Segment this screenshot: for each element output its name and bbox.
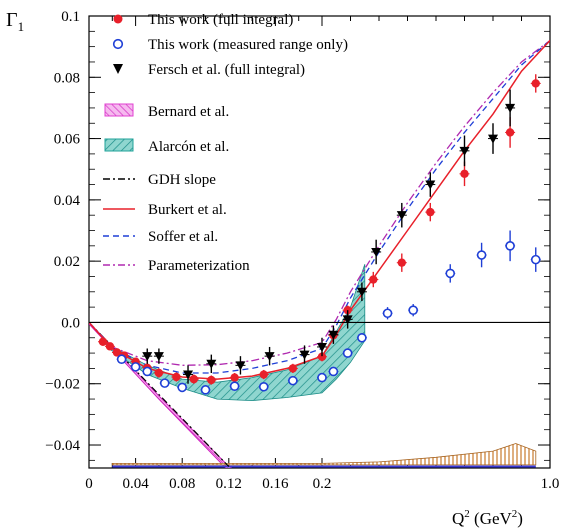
y-tick-label: 0.1 (61, 9, 80, 25)
legend-label: Fersch et al. (full integral) (148, 62, 305, 78)
axis-ticks: 0 0.04 0.08 0.12 0.16 0.2 1.0 0.1 0.08 0.06 0.04 0.… (45, 9, 559, 492)
point-this-work-measured (258, 381, 269, 392)
point-this-work-measured (357, 332, 367, 343)
y-tick-label: −0.02 (45, 377, 80, 393)
y-tick-label: 0.02 (54, 254, 80, 270)
point-fersch (299, 350, 310, 360)
point-this-work-measured (476, 250, 487, 260)
point-this-work-measured (142, 366, 153, 377)
parameterization-curve (89, 39, 550, 366)
point-this-work-full (369, 275, 378, 284)
legend: This work (full integral) This work (meas… (103, 12, 348, 274)
x-axis-title: Q2 (GeV2) (452, 508, 523, 528)
point-this-work-full (154, 368, 164, 378)
point-this-work-measured (317, 372, 327, 383)
point-this-work-full (98, 337, 108, 346)
point-fersch (425, 180, 436, 190)
legend-label: This work (full integral) (148, 12, 293, 28)
point-this-work-measured (505, 241, 515, 251)
systematic-band (111, 443, 537, 466)
legend-label: Burkert et al. (148, 202, 227, 218)
point-this-work-full (531, 79, 540, 88)
y-tick-label: 0.06 (54, 132, 81, 148)
point-fersch (142, 352, 153, 362)
point-fersch (371, 247, 382, 257)
y-axis-symbol: Γ (6, 9, 18, 31)
y-axis-subscript: 1 (18, 19, 25, 34)
point-fersch (505, 103, 516, 113)
legend-label: Bernard et al. (148, 104, 229, 120)
point-fersch (488, 134, 498, 144)
y-tick-label: 0.0 (61, 315, 80, 331)
y-tick-label: −0.04 (45, 438, 80, 454)
point-this-work-measured (200, 385, 211, 395)
legend-symbol-band (104, 103, 134, 117)
point-this-work-full (112, 348, 122, 357)
x-tick-label: 0 (85, 476, 93, 492)
point-this-work-measured (159, 378, 170, 388)
data-points (97, 74, 541, 395)
point-this-work-measured (445, 268, 456, 279)
legend-label: GDH slope (148, 172, 216, 188)
legend-label: Soffer et al. (148, 229, 218, 245)
x-axis-symbol: Q (452, 509, 464, 528)
x-tick-label: 0.12 (216, 476, 242, 492)
legend-symbol-open-circle (112, 38, 124, 50)
x-tick-label: 0.04 (122, 476, 149, 492)
x-tick-label: 0.16 (262, 476, 289, 492)
plot-frame (88, 15, 551, 469)
point-this-work-measured (116, 354, 127, 365)
point-fersch (396, 211, 407, 221)
x-axis-unit-superscript: 2 (512, 508, 518, 520)
point-this-work-measured (328, 366, 339, 377)
point-this-work-full (172, 372, 181, 382)
point-this-work-full (207, 375, 216, 385)
point-this-work-full (105, 342, 115, 351)
point-this-work-full (426, 207, 435, 217)
x-tick-label: 0.08 (169, 476, 195, 492)
point-fersch (264, 352, 275, 362)
x-tick-label: 0.2 (313, 476, 332, 492)
point-fersch (342, 315, 353, 325)
point-this-work-full (259, 370, 268, 379)
legend-label: This work (measured range only) (148, 37, 348, 53)
legend-symbol-filled-circle (113, 14, 123, 24)
x-axis-unit-open: (GeV (470, 509, 513, 528)
point-fersch (235, 361, 246, 371)
point-this-work-measured (177, 382, 187, 393)
point-this-work-measured (288, 375, 298, 386)
legend-symbol-triangle (113, 64, 123, 74)
point-this-work-measured (229, 381, 240, 391)
y-tick-label: 0.04 (54, 193, 81, 209)
legend-label: Alarcón et al. (148, 139, 229, 155)
point-fersch (459, 146, 470, 156)
x-axis-unit-close: ) (517, 509, 523, 528)
y-axis-title: Γ1 (6, 9, 24, 34)
point-this-work-full (189, 374, 199, 384)
point-fersch (153, 352, 164, 362)
point-fersch (356, 287, 367, 297)
point-fersch (328, 330, 339, 340)
y-tick-label: 0.08 (54, 70, 80, 86)
x-tick-label: 1.0 (541, 476, 560, 492)
point-this-work-full (230, 373, 239, 382)
x-axis-symbol-superscript: 2 (464, 508, 470, 520)
point-this-work-measured (342, 348, 353, 358)
point-this-work-measured (530, 254, 541, 265)
point-fersch (183, 370, 194, 380)
point-this-work-measured (130, 362, 141, 372)
point-this-work-full (317, 352, 327, 361)
legend-label: Parameterization (148, 258, 250, 274)
point-this-work-full (505, 128, 515, 137)
point-fersch (317, 342, 327, 352)
legend-symbol-band (104, 138, 134, 152)
point-this-work-measured (408, 305, 419, 315)
point-this-work-measured (382, 308, 393, 319)
point-this-work-full (288, 364, 298, 373)
point-this-work-full (460, 169, 469, 179)
point-this-work-full (397, 258, 406, 267)
point-fersch (206, 359, 217, 369)
